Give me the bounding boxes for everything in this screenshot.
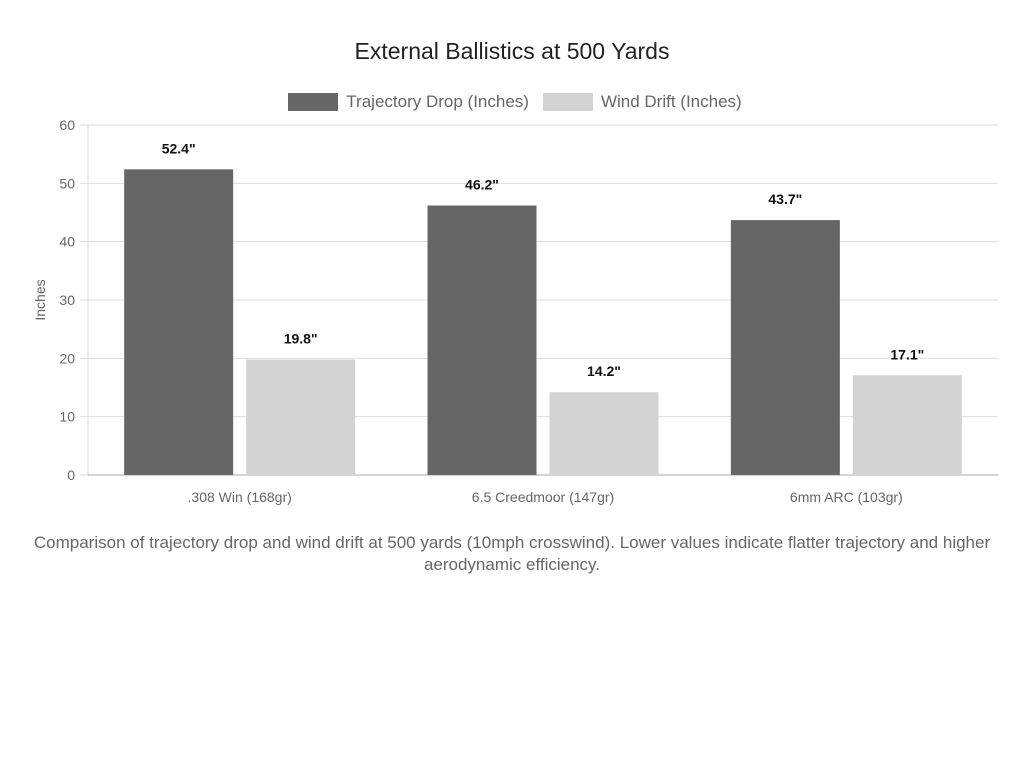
y-tick-label: 60 xyxy=(59,117,75,133)
bar[interactable] xyxy=(246,359,356,476)
bar-value-label: 43.7" xyxy=(768,191,802,207)
y-tick-label: 50 xyxy=(59,175,75,191)
bar-value-label: 14.2" xyxy=(587,363,621,379)
bar[interactable] xyxy=(730,220,840,475)
bar-value-label: 17.1" xyxy=(890,346,924,362)
y-axis-label: Inches xyxy=(32,279,48,320)
x-tick-label: 6.5 Creedmoor (147gr) xyxy=(472,489,614,505)
chart-caption: Comparison of trajectory drop and wind d… xyxy=(33,533,991,574)
bar[interactable] xyxy=(852,375,962,475)
bar-value-label: 46.2" xyxy=(465,177,499,193)
legend-label-drift: Wind Drift (Inches) xyxy=(600,92,742,111)
legend-label-drop: Trajectory Drop (Inches) xyxy=(346,92,529,111)
bar-value-label: 52.4" xyxy=(162,140,196,156)
y-tick-label: 10 xyxy=(59,409,75,425)
bar[interactable] xyxy=(549,392,659,475)
y-tick-label: 20 xyxy=(59,350,75,366)
chart-title: External Ballistics at 500 Yards xyxy=(354,38,670,64)
bar-value-label: 19.8" xyxy=(284,331,318,347)
y-tick-label: 0 xyxy=(67,467,75,483)
y-tick-label: 40 xyxy=(59,234,75,250)
legend-swatch-drift[interactable] xyxy=(542,93,593,111)
bar-chart: 0 10 20 30 40 50 60 Inches 52.4" 19.8" .308 Win (1… xyxy=(32,117,998,505)
y-tick-label: 30 xyxy=(59,292,75,308)
x-tick-label: .308 Win (168gr) xyxy=(188,489,292,505)
x-tick-label: 6mm ARC (103gr) xyxy=(790,489,903,505)
bar[interactable] xyxy=(427,205,537,476)
legend-swatch-drop[interactable] xyxy=(288,93,339,111)
bar[interactable] xyxy=(124,169,234,476)
legend: Trajectory Drop (Inches) Wind Drift (Inc… xyxy=(0,92,1024,112)
